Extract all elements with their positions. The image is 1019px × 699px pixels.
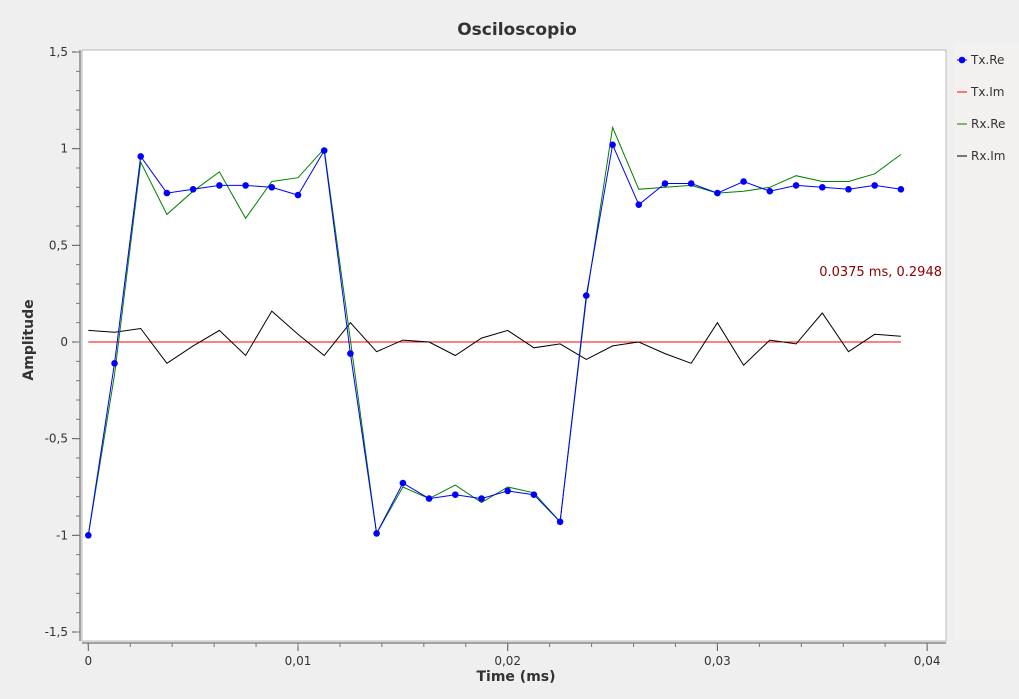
data-point-tx-re	[766, 187, 774, 195]
data-point-tx-re	[242, 182, 249, 189]
data-point-tx-re	[478, 495, 485, 502]
data-point-tx-re	[425, 495, 433, 502]
data-point-tx-re	[871, 182, 878, 189]
data-point-tx-re	[399, 479, 407, 487]
data-point-tx-re	[687, 180, 695, 187]
data-point-tx-re	[216, 182, 223, 189]
data-point-tx-re	[530, 491, 538, 499]
data-point-tx-re	[819, 184, 826, 191]
legend-item-rx-im[interactable]: Rx.Im	[957, 149, 1005, 163]
data-point-tx-re	[740, 178, 747, 185]
y-tick-label: 1,5	[49, 45, 68, 59]
legend-item-rx-re[interactable]: Rx.Re	[957, 117, 1005, 131]
data-point-tx-re	[714, 189, 721, 197]
y-tick-label: -0,5	[45, 432, 68, 446]
data-point-tx-re	[583, 292, 590, 299]
y-tick-label: 0,5	[49, 238, 68, 252]
data-point-tx-re	[137, 153, 144, 160]
legend-item-tx-im[interactable]: Tx.Im	[957, 85, 1004, 99]
x-axis: 0 0,01 0,02 0,03 0,04	[84, 643, 940, 668]
y-tick-label: -1,5	[45, 625, 68, 639]
data-point-tx-re	[347, 350, 354, 357]
y-tick-label: 1	[60, 142, 68, 156]
data-point-tx-re	[661, 180, 669, 187]
legend-label: Tx.Im	[970, 85, 1004, 99]
data-point-tx-re	[897, 186, 905, 193]
data-point-tx-re	[268, 184, 276, 191]
chart-title: Osciloscopio	[457, 20, 577, 40]
x-tick-label: 0,02	[494, 654, 521, 668]
legend-label: Rx.Re	[971, 117, 1005, 131]
legend-label: Tx.Re	[970, 53, 1004, 67]
data-point-tx-re	[320, 147, 328, 154]
legend-marker	[958, 56, 966, 64]
series-layer	[85, 125, 905, 539]
x-tick-label: 0,01	[285, 654, 312, 668]
data-point-tx-re	[373, 530, 380, 537]
data-point-tx-re	[556, 518, 564, 526]
data-point-tx-re	[635, 201, 643, 208]
cursor-readout: 0.0375 ms, 0.2948	[819, 265, 942, 280]
data-point-tx-re	[504, 487, 512, 495]
legend: Tx.Re Tx.Im Rx.Re Rx.Im	[957, 53, 1005, 163]
data-point-tx-re	[609, 141, 616, 149]
x-tick-label: 0,03	[704, 654, 731, 668]
data-point-tx-re	[294, 191, 302, 199]
y-axis: 1,5 1 0,5 0 -0,5 -1 -1,5	[45, 45, 80, 639]
series-line-tx-re	[87, 143, 901, 536]
legend-label: Rx.Im	[971, 149, 1005, 163]
plot-area[interactable]	[81, 49, 947, 642]
data-point-tx-re	[111, 360, 118, 367]
x-tick-label: 0,04	[914, 654, 941, 668]
x-tick-label: 0	[84, 654, 92, 668]
y-tick-label: 0	[60, 335, 68, 349]
data-point-tx-re	[452, 491, 459, 499]
legend-panel	[954, 42, 1019, 640]
y-axis-title: Amplitude	[21, 299, 37, 380]
data-point-tx-re	[85, 532, 92, 539]
y-tick-label: -1	[56, 528, 68, 542]
series-line-rx-im	[88, 310, 901, 366]
legend-item-tx-re[interactable]: Tx.Re	[957, 53, 1004, 67]
data-point-tx-re	[845, 186, 852, 193]
data-point-tx-re	[189, 186, 197, 193]
x-axis-title: Time (ms)	[476, 669, 555, 685]
data-point-tx-re	[792, 182, 800, 189]
data-point-tx-re	[163, 189, 171, 197]
